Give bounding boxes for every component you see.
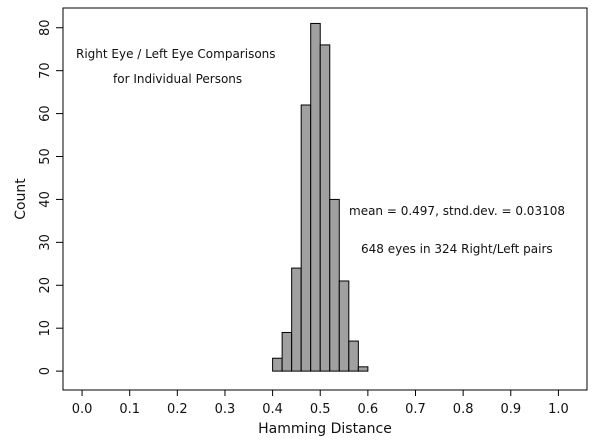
- annotation: 648 eyes in 324 Right/Left pairs: [361, 242, 553, 256]
- x-tick-label: 0.9: [500, 402, 521, 417]
- annotation: Right Eye / Left Eye Comparisons: [76, 47, 276, 61]
- y-tick-label: 10: [38, 320, 53, 337]
- bar: [272, 357, 283, 372]
- bar: [310, 22, 321, 372]
- x-tick-label: 0.5: [310, 402, 331, 417]
- bar: [319, 44, 331, 372]
- y-tick-label: 50: [38, 148, 53, 165]
- y-tick-label: 70: [38, 62, 53, 79]
- x-tick-label: 0.7: [405, 402, 426, 417]
- y-tick-label: 40: [38, 191, 53, 208]
- y-tick-label: 80: [38, 19, 53, 36]
- y-tick-label: 0: [38, 367, 53, 375]
- x-tick-label: 0.8: [453, 402, 474, 417]
- y-tick-label: 60: [38, 105, 53, 122]
- bar: [300, 104, 312, 372]
- y-axis-label: Count: [13, 178, 29, 220]
- x-tick-label: 0.1: [119, 402, 140, 417]
- bar: [338, 280, 350, 372]
- annotation: mean = 0.497, stnd.dev. = 0.03108: [349, 204, 565, 218]
- x-axis-label: Hamming Distance: [258, 421, 392, 437]
- x-tick-label: 0.6: [358, 402, 379, 417]
- bar: [348, 340, 359, 372]
- x-tick-label: 0.0: [72, 402, 93, 417]
- y-tick-label: 30: [38, 234, 53, 251]
- x-tick-label: 0.2: [167, 402, 188, 417]
- y-tick-label: 20: [38, 277, 53, 294]
- x-tick-label: 0.3: [215, 402, 236, 417]
- annotation: for Individual Persons: [113, 72, 242, 86]
- bar: [291, 267, 302, 372]
- bar: [281, 331, 293, 372]
- x-tick-label: 1.0: [548, 402, 569, 417]
- bar: [329, 198, 340, 372]
- x-tick-label: 0.4: [262, 402, 283, 417]
- bar: [357, 366, 369, 372]
